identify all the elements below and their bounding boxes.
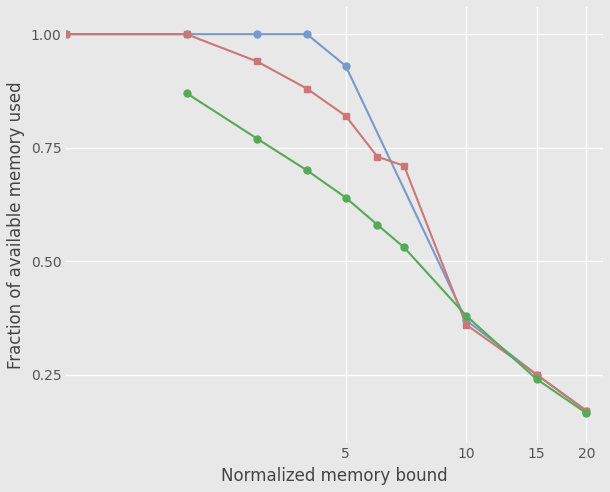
X-axis label: Normalized memory bound: Normalized memory bound [221, 467, 448, 485]
Y-axis label: Fraction of available memory used: Fraction of available memory used [7, 81, 25, 369]
